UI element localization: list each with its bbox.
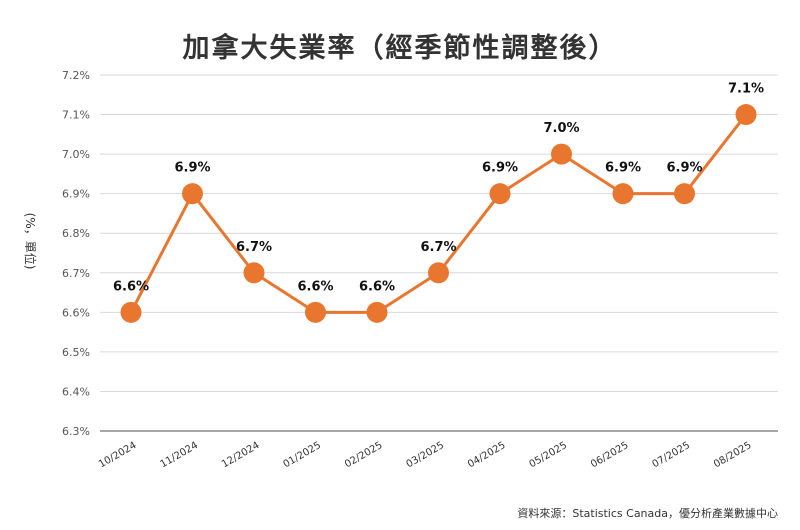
y-tick-label: 6.8% bbox=[62, 227, 90, 240]
data-point bbox=[735, 104, 757, 126]
data-point bbox=[120, 301, 142, 323]
data-label: 6.6% bbox=[113, 279, 149, 294]
x-tick-label: 01/2025 bbox=[282, 440, 323, 470]
y-tick-label: 6.4% bbox=[62, 385, 90, 398]
x-tick-label: 11/2024 bbox=[159, 440, 200, 470]
data-label: 6.6% bbox=[297, 279, 333, 294]
data-label: 7.0% bbox=[543, 121, 579, 136]
data-point bbox=[366, 301, 388, 323]
data-label: 6.6% bbox=[359, 279, 395, 294]
data-point bbox=[489, 183, 511, 205]
y-axis-ticks: 6.3% 6.4% 6.5% 6.6% 6.7% 6.8% 6.9% 7.0% 7.1% 7.2% bbox=[62, 69, 90, 438]
data-label: 6.9% bbox=[666, 161, 702, 176]
data-label: 6.7% bbox=[420, 240, 456, 255]
y-tick-label: 6.7% bbox=[62, 267, 90, 280]
x-tick-label: 06/2025 bbox=[589, 440, 630, 470]
data-point bbox=[305, 301, 326, 323]
data-point bbox=[551, 143, 572, 165]
data-point bbox=[243, 262, 265, 284]
y-tick-label: 6.5% bbox=[62, 346, 90, 359]
source-note: 資料來源：Statistics Canada，優分析產業數據中心 bbox=[517, 507, 778, 520]
data-label: 6.9% bbox=[482, 161, 518, 176]
series-unemployment-rate bbox=[120, 104, 757, 323]
data-point bbox=[428, 262, 449, 284]
chart-title: 加拿大失業率（經季節性調整後） bbox=[182, 33, 618, 64]
x-tick-label: 07/2025 bbox=[651, 440, 692, 470]
x-tick-label: 08/2025 bbox=[712, 440, 753, 470]
x-tick-label: 12/2024 bbox=[220, 440, 261, 470]
data-labels: 6.6% 6.9% 6.7% 6.6% 6.6% 6.7% 6.9% 7.0% 6.9% 6.9%… bbox=[113, 82, 764, 295]
x-tick-label: 02/2025 bbox=[343, 440, 384, 470]
x-axis-ticks: 10/2024 11/2024 12/2024 01/2025 02/2025 03/20… bbox=[97, 440, 753, 470]
data-point bbox=[612, 183, 634, 205]
data-label: 6.9% bbox=[174, 161, 210, 176]
data-point bbox=[674, 183, 695, 205]
y-tick-label: 7.1% bbox=[62, 109, 90, 122]
x-tick-label: 03/2025 bbox=[405, 440, 446, 470]
y-tick-label: 6.9% bbox=[62, 188, 90, 201]
x-tick-label: 05/2025 bbox=[528, 440, 569, 470]
y-tick-label: 7.2% bbox=[62, 69, 90, 82]
data-label: 6.9% bbox=[605, 161, 641, 176]
y-tick-label: 7.0% bbox=[62, 148, 90, 161]
data-label: 6.7% bbox=[236, 240, 272, 255]
data-label: 7.1% bbox=[728, 82, 764, 97]
y-axis-label: (%，單位) bbox=[23, 212, 38, 270]
x-tick-label: 04/2025 bbox=[466, 440, 507, 470]
y-tick-label: 6.6% bbox=[62, 306, 90, 319]
x-tick-label: 10/2024 bbox=[97, 440, 138, 470]
y-tick-label: 6.3% bbox=[62, 425, 90, 438]
data-point bbox=[182, 183, 203, 205]
